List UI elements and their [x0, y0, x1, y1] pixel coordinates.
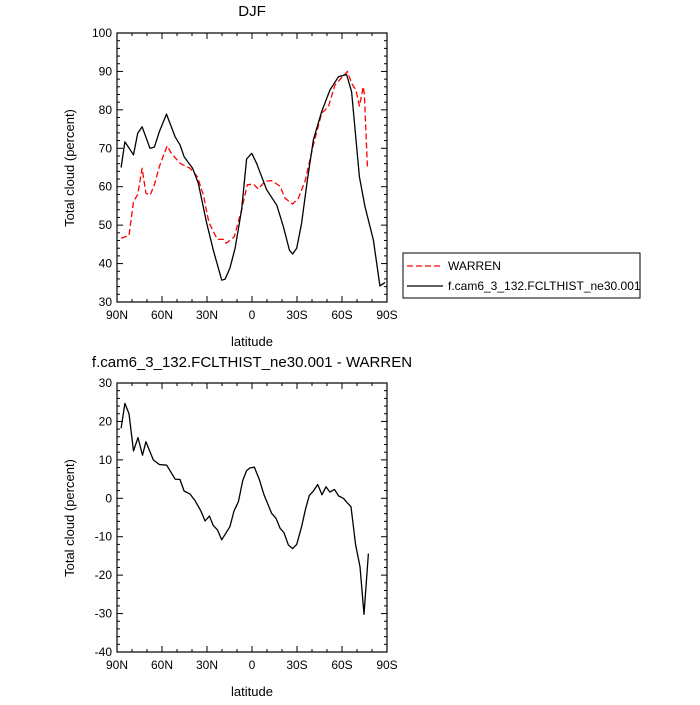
- bottom-x-axis-label: latitude: [231, 684, 273, 699]
- y-tick-label: 0: [105, 491, 112, 505]
- x-tick-label: 90S: [376, 308, 397, 322]
- y-tick-label: -20: [95, 568, 113, 582]
- x-tick-label: 0: [249, 658, 256, 672]
- y-tick-label: 30: [99, 376, 113, 390]
- y-tick-label: 80: [99, 103, 113, 117]
- legend-label-warren: WARREN: [448, 259, 501, 273]
- bottom-panel: f.cam6_3_132.FCLTHIST_ne30.001 - WARREN …: [62, 354, 412, 699]
- series-line-f-cam6-3-132-fclthist-ne30-001: [120, 73, 386, 287]
- x-tick-label: 0: [249, 308, 256, 322]
- legend-box: [402, 252, 641, 299]
- x-tick-label: 90N: [106, 308, 128, 322]
- bottom-plot-frame: [116, 382, 388, 653]
- x-tick-label: 60S: [331, 308, 352, 322]
- x-tick-label: 30N: [196, 658, 218, 672]
- series-line-difference: [120, 402, 370, 615]
- x-tick-label: 60N: [151, 658, 173, 672]
- y-tick-label: 70: [99, 141, 113, 155]
- x-tick-label: 90S: [376, 658, 397, 672]
- y-tick-label: 100: [92, 26, 112, 40]
- bottom-chart-title: f.cam6_3_132.FCLTHIST_ne30.001 - WARREN: [92, 354, 412, 371]
- x-tick-label: 60S: [331, 658, 352, 672]
- top-x-axis-label: latitude: [231, 334, 273, 349]
- y-tick-label: 60: [99, 180, 113, 194]
- top-plot-frame: [116, 32, 388, 303]
- y-tick-label: -30: [95, 607, 113, 621]
- x-tick-label: 30S: [286, 308, 307, 322]
- series-line-warren: [120, 70, 369, 244]
- y-tick-label: 30: [99, 295, 113, 309]
- bottom-y-axis-label: Total cloud (percent): [62, 459, 77, 577]
- y-tick-label: -10: [95, 530, 113, 544]
- x-tick-label: 90N: [106, 658, 128, 672]
- x-tick-label: 30N: [196, 308, 218, 322]
- y-tick-label: -40: [95, 645, 113, 659]
- y-tick-label: 90: [99, 64, 113, 78]
- y-tick-label: 50: [99, 218, 113, 232]
- top-y-axis-label: Total cloud (percent): [62, 109, 77, 227]
- x-tick-label: 30S: [286, 658, 307, 672]
- legend: WARREN f.cam6_3_132.FCLTHIST_ne30.001: [402, 252, 641, 299]
- top-chart-title: DJF: [238, 3, 266, 20]
- y-tick-label: 20: [99, 414, 113, 428]
- x-tick-label: 60N: [151, 308, 173, 322]
- y-tick-label: 40: [99, 257, 113, 271]
- top-panel: DJF latitude Total cloud (percent) 90N 60…: [62, 3, 398, 349]
- legend-label-model: f.cam6_3_132.FCLTHIST_ne30.001: [448, 279, 641, 293]
- y-tick-label: 10: [99, 453, 113, 467]
